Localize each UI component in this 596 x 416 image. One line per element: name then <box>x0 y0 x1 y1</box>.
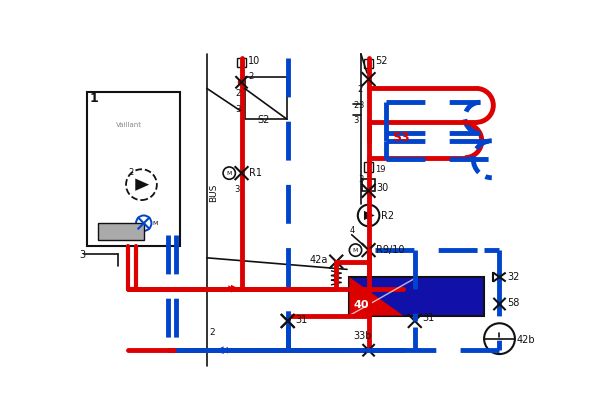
Text: S2: S2 <box>257 115 269 125</box>
Text: 52: 52 <box>375 56 387 66</box>
Circle shape <box>349 244 362 256</box>
Text: 2: 2 <box>249 72 254 81</box>
Text: 42a: 42a <box>309 255 328 265</box>
Bar <box>98 223 144 240</box>
Text: BUS: BUS <box>209 184 218 202</box>
Circle shape <box>238 79 244 85</box>
Text: 42b: 42b <box>516 335 535 345</box>
Text: 1: 1 <box>90 92 98 105</box>
Text: 2: 2 <box>353 101 358 110</box>
Text: 3: 3 <box>79 250 85 260</box>
Text: S3: S3 <box>392 131 409 144</box>
Text: R1: R1 <box>249 168 262 178</box>
Text: R9/10: R9/10 <box>376 245 405 255</box>
Bar <box>362 178 375 191</box>
Text: 32: 32 <box>507 272 520 282</box>
Text: 2: 2 <box>358 85 363 94</box>
Bar <box>237 58 246 67</box>
Text: 2: 2 <box>209 328 215 337</box>
Text: 4: 4 <box>349 226 355 235</box>
Text: 3: 3 <box>358 101 363 110</box>
Text: 10: 10 <box>248 56 260 66</box>
Text: M: M <box>353 248 358 253</box>
Polygon shape <box>364 211 375 220</box>
Text: 40: 40 <box>354 300 370 310</box>
Bar <box>244 77 287 119</box>
Bar <box>349 277 484 316</box>
Text: R2: R2 <box>381 210 394 220</box>
Text: 58: 58 <box>507 298 520 308</box>
Text: 33b: 33b <box>353 332 372 342</box>
Text: 2: 2 <box>235 89 241 98</box>
Text: M: M <box>152 221 157 226</box>
Text: 3: 3 <box>353 116 359 125</box>
Text: 3: 3 <box>234 186 239 194</box>
Text: 31: 31 <box>423 313 434 323</box>
Text: 3: 3 <box>235 104 241 114</box>
Bar <box>364 59 373 68</box>
Text: 30: 30 <box>376 183 389 193</box>
Polygon shape <box>349 277 403 316</box>
Text: 31: 31 <box>296 315 308 325</box>
Text: 2: 2 <box>128 168 134 178</box>
Bar <box>364 162 373 171</box>
Circle shape <box>358 205 380 226</box>
Bar <box>87 92 180 246</box>
Text: Vaillant: Vaillant <box>116 122 142 128</box>
Circle shape <box>223 167 235 179</box>
Polygon shape <box>135 178 149 191</box>
Text: 3: 3 <box>358 176 363 184</box>
Text: 19: 19 <box>375 165 385 173</box>
Text: M: M <box>226 171 232 176</box>
